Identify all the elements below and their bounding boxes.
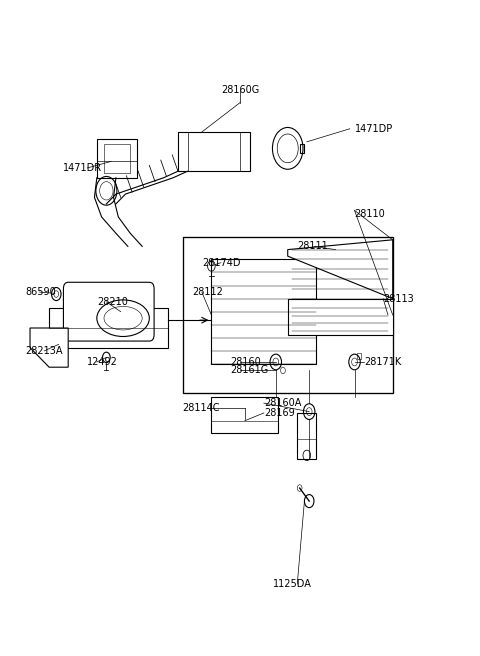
Bar [211,259,316,364]
Text: 28110: 28110 [355,209,385,218]
Text: 28171K: 28171K [364,357,401,367]
Bar [183,237,393,394]
Text: 1471DR: 1471DR [63,163,103,173]
FancyBboxPatch shape [63,282,154,341]
Bar [297,413,316,459]
Text: 86590: 86590 [25,287,56,297]
Bar [300,144,304,153]
Text: 28213A: 28213A [25,346,63,356]
Text: 28169: 28169 [264,408,295,418]
Bar [97,138,137,178]
Text: 28161G: 28161G [230,365,269,375]
Text: 1471DP: 1471DP [355,124,393,134]
Bar [357,353,361,359]
Polygon shape [49,308,168,348]
Text: 28112: 28112 [192,287,223,297]
Polygon shape [288,240,393,298]
Text: 28111: 28111 [297,241,328,251]
Text: 28174D: 28174D [202,258,240,268]
Text: 28113: 28113 [383,294,414,304]
Bar [211,397,278,432]
Text: 28210: 28210 [97,297,128,307]
Text: 28160G: 28160G [221,85,259,94]
Text: 12492: 12492 [87,357,118,367]
Text: 1125DA: 1125DA [273,579,312,589]
Polygon shape [30,328,68,367]
Polygon shape [178,132,250,171]
Text: 28114C: 28114C [183,403,220,413]
Polygon shape [288,298,393,335]
Text: 28160A: 28160A [264,398,301,408]
Text: 28160: 28160 [230,357,261,367]
Bar [104,144,130,173]
